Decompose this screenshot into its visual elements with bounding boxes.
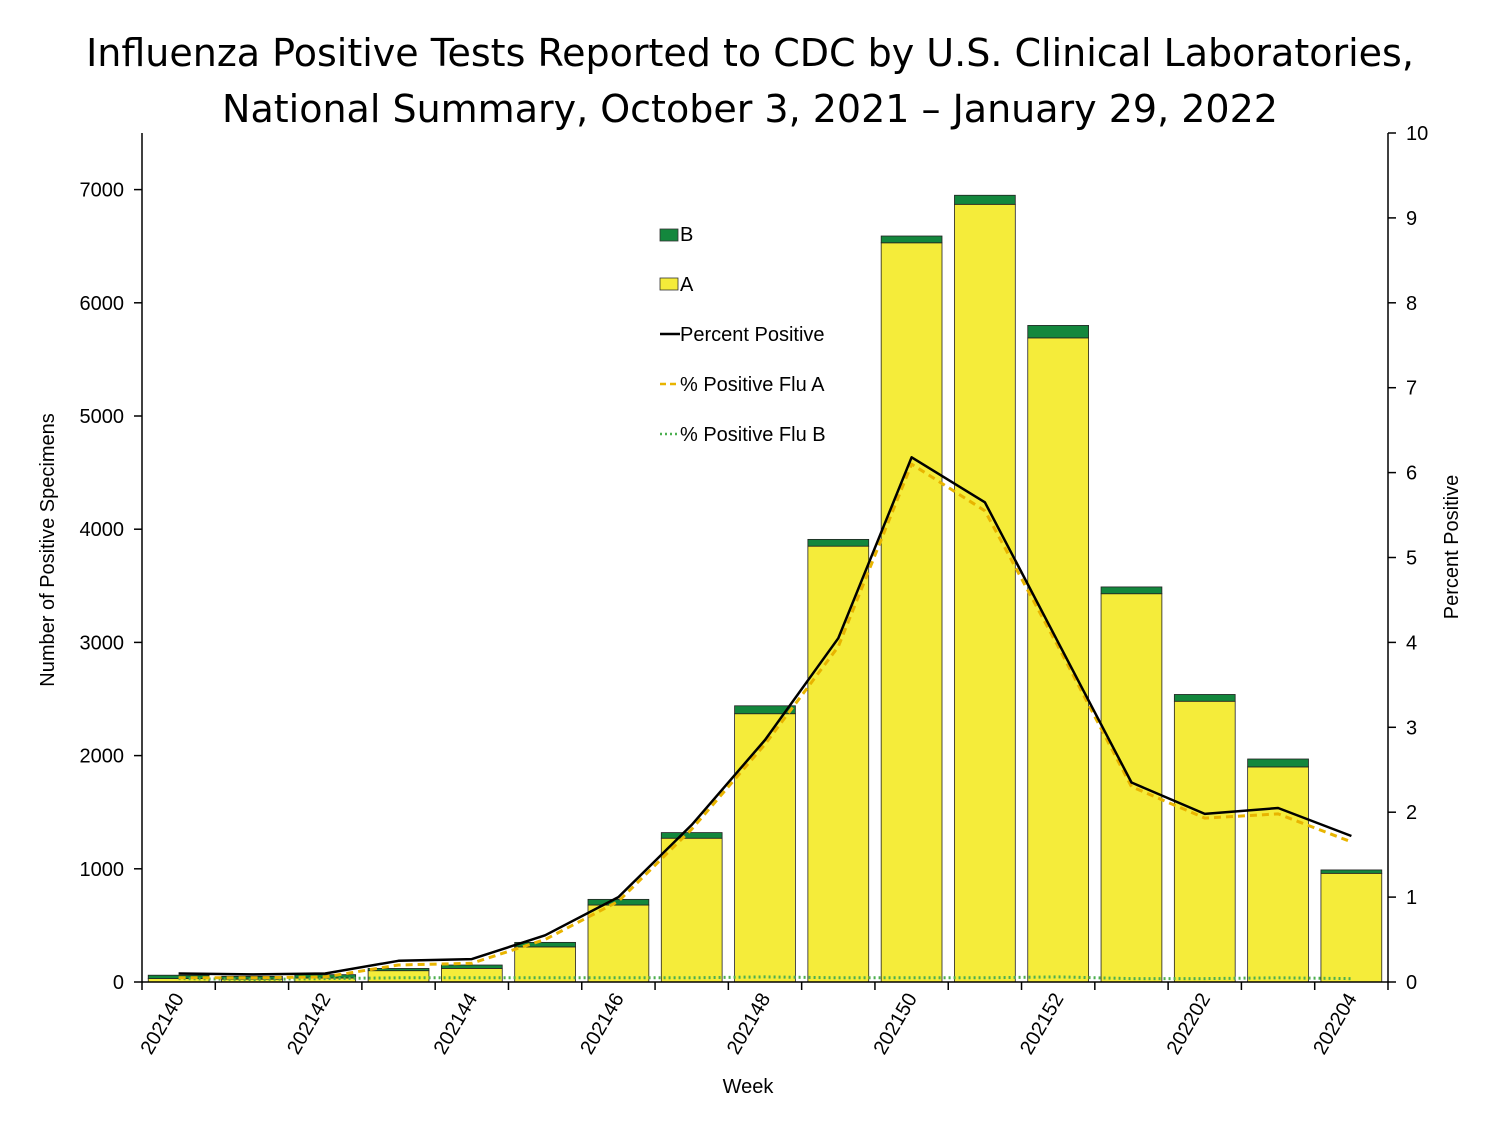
right-tick-label-9: 9 — [1406, 208, 1417, 230]
right-tick-label-10: 10 — [1406, 123, 1428, 145]
right-tick-label-3: 3 — [1406, 717, 1417, 739]
legend-label-flu-b: % Positive Flu B — [680, 424, 826, 446]
bar-a-202144 — [441, 968, 503, 983]
left-tick-label-1000: 1000 — [80, 859, 125, 881]
left-tick-label-7000: 7000 — [80, 180, 125, 202]
bar-b-202203 — [1247, 758, 1309, 768]
right-tick-label-6: 6 — [1406, 463, 1417, 485]
left-tick-label-2000: 2000 — [80, 746, 125, 768]
left-tick-label-0: 0 — [113, 972, 124, 994]
right-tick-label-7: 7 — [1406, 378, 1417, 400]
legend-label-percent-positive: Percent Positive — [680, 324, 825, 346]
y2-axis-label: Percent Positive — [1441, 475, 1463, 620]
bar-a-202148 — [734, 713, 796, 983]
left-tick-group: 0 1000 2000 3000 4000 5000 6000 7000 — [80, 180, 142, 994]
bar-b-202147 — [660, 832, 723, 839]
right-tick-label-0: 0 — [1406, 972, 1417, 994]
left-tick-label-3000: 3000 — [80, 632, 125, 654]
line-positive-flu-a — [178, 462, 1352, 980]
legend-label-flu-a: % Positive Flu A — [680, 374, 825, 396]
bar-a-202204 — [1320, 872, 1383, 983]
bar-a-202152 — [1027, 337, 1089, 983]
y-axis-label: Number of Positive Specimens — [37, 413, 59, 686]
bar-a-202149 — [807, 545, 870, 983]
left-tick-label-6000: 6000 — [80, 293, 125, 315]
bar-a-202151 — [954, 203, 1016, 983]
bar-b-202201 — [1100, 586, 1163, 595]
legend-swatch-a — [659, 277, 679, 291]
chart-title: Influenza Positive Tests Reported to CDC… — [86, 31, 1414, 75]
bar-a-202150 — [880, 242, 943, 983]
bar-b-202151 — [954, 194, 1016, 205]
right-tick-label-5: 5 — [1406, 548, 1417, 570]
legend-label-b: B — [680, 224, 693, 246]
left-tick-label-5000: 5000 — [80, 406, 125, 428]
bar-b-202204 — [1320, 869, 1383, 874]
line-percent-positive — [178, 456, 1352, 976]
bar-a-202203 — [1247, 766, 1309, 983]
right-tick-label-8: 8 — [1406, 293, 1417, 315]
bar-a-202147 — [660, 837, 723, 983]
bar-b-202202 — [1173, 694, 1236, 702]
left-tick-label-4000: 4000 — [80, 519, 125, 541]
bar-b-202143 — [367, 968, 430, 972]
chart-subtitle: National Summary, October 3, 2021 – Janu… — [222, 87, 1278, 131]
right-tick-label-1: 1 — [1406, 887, 1417, 909]
bar-a-202202 — [1173, 700, 1236, 983]
right-tick-group: 0 1 2 3 4 5 6 7 8 9 10 — [1388, 123, 1428, 994]
lines-group — [178, 456, 1352, 981]
line-positive-flu-b — [178, 975, 1352, 981]
x-axis-label: Week — [723, 1076, 775, 1098]
bar-a-202146 — [587, 904, 650, 983]
bar-a-202145 — [514, 946, 576, 983]
bar-a-202201 — [1100, 593, 1163, 983]
right-tick-label-4: 4 — [1406, 632, 1417, 654]
bars-group — [147, 194, 1383, 983]
bar-b-202150 — [880, 235, 943, 244]
legend-swatch-b — [659, 228, 679, 242]
legend: B A Percent Positive % Positive Flu A % … — [659, 224, 826, 446]
bar-b-202148 — [734, 705, 796, 715]
legend-label-a: A — [680, 274, 694, 296]
bar-b-202146 — [587, 898, 650, 906]
bar-b-202152 — [1027, 325, 1089, 339]
bar-b-202144 — [441, 964, 503, 969]
right-tick-label-2: 2 — [1406, 802, 1417, 824]
bar-b-202149 — [807, 538, 870, 547]
